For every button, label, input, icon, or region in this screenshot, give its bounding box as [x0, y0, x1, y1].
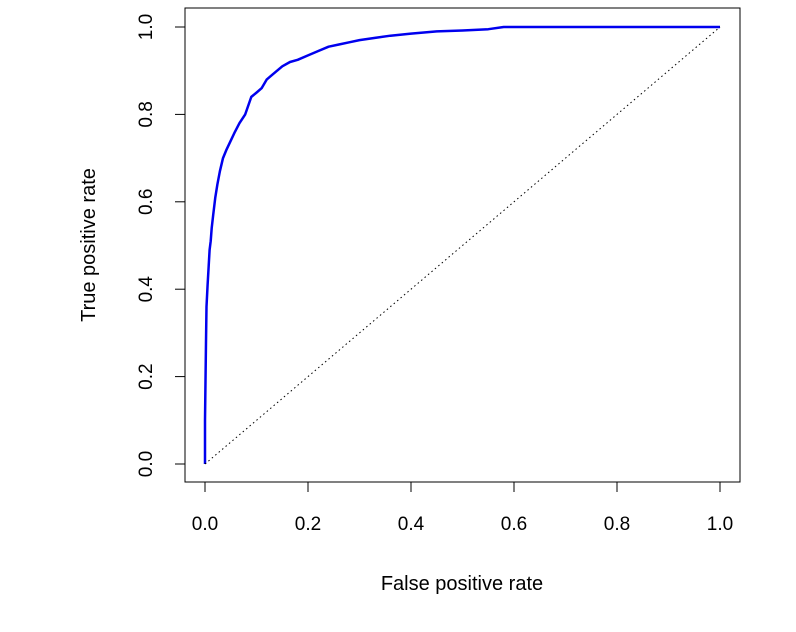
x-tick-label: 0.4	[398, 514, 425, 535]
x-tick-label: 0.8	[604, 514, 630, 535]
x-tick-label: 0.6	[501, 514, 527, 535]
x-tick-label: 0.0	[192, 514, 218, 535]
x-axis: 0.0 0.2 0.4 0.6 0.8 1.0	[192, 481, 733, 535]
y-tick-label: 1.0	[136, 14, 157, 40]
y-axis: 0.0 0.2 0.4 0.6 0.8 1.0	[136, 14, 186, 477]
y-tick-label: 0.0	[136, 451, 157, 477]
y-tick-label: 0.6	[136, 189, 157, 215]
roc-curve	[203, 25, 720, 464]
x-axis-label: False positive rate	[381, 573, 543, 595]
y-tick-label: 0.2	[136, 363, 157, 389]
x-tick-label: 1.0	[707, 514, 733, 535]
y-tick-label: 0.8	[136, 101, 157, 127]
series-layer	[203, 25, 721, 465]
y-axis-label: True positive rate	[78, 168, 100, 322]
diagonal-reference-line	[204, 26, 721, 465]
y-tick-label: 0.4	[136, 276, 157, 303]
x-tick-label: 0.2	[295, 514, 321, 535]
